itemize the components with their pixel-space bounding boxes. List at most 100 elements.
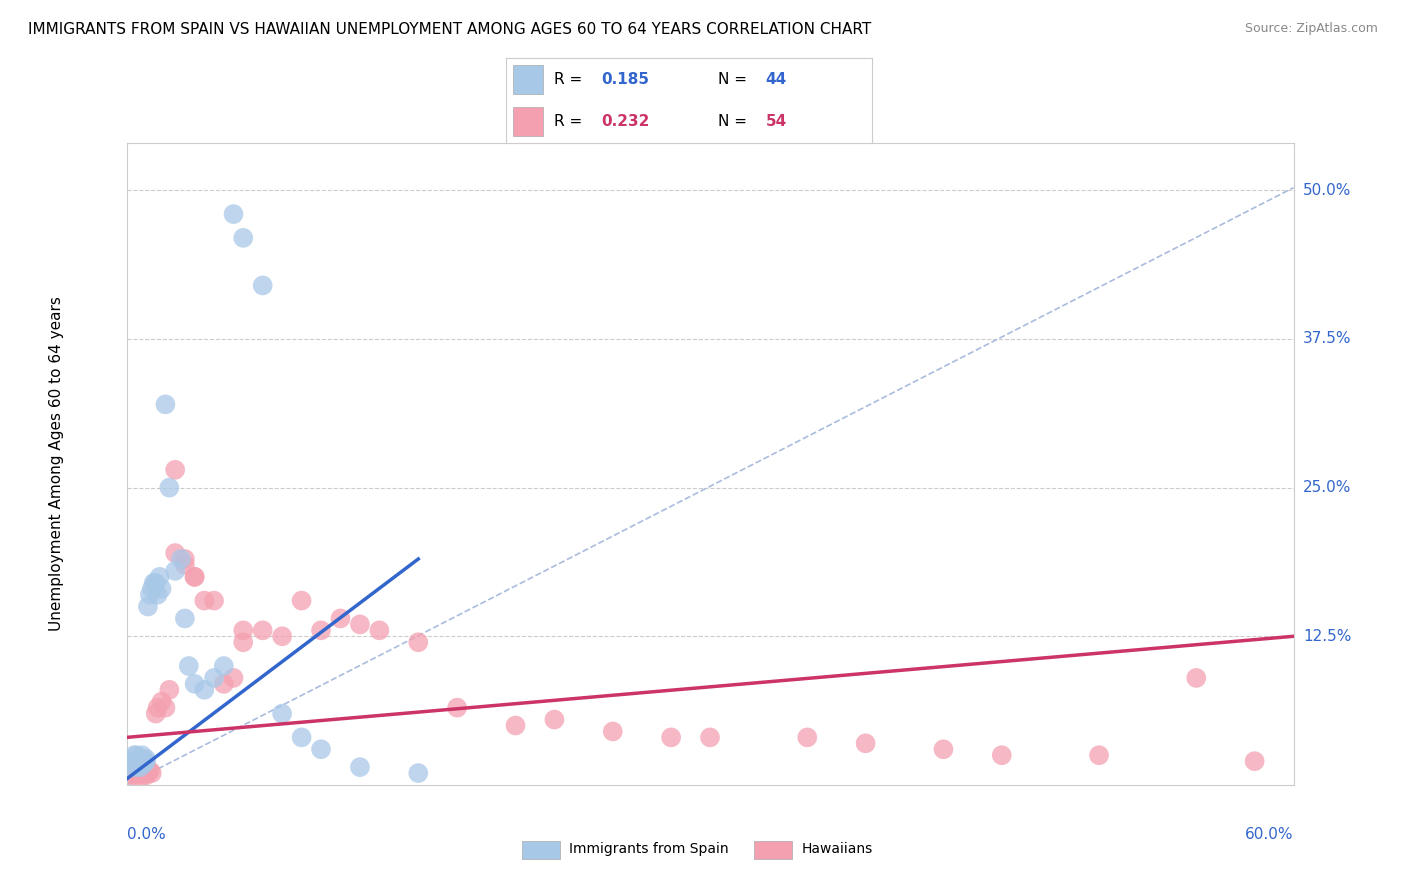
Point [329, 611, 352, 625]
Point [146, 588, 169, 602]
Point [120, 754, 142, 768]
Point [174, 611, 197, 625]
Point [932, 742, 955, 756]
Point [165, 546, 187, 560]
Point [129, 760, 152, 774]
Point [157, 682, 180, 697]
Point [309, 742, 332, 756]
Point [183, 570, 205, 584]
Point [120, 766, 142, 780]
Point [232, 635, 254, 649]
Point [446, 700, 468, 714]
Point [131, 748, 153, 763]
Point [202, 671, 225, 685]
Point [796, 731, 818, 745]
Point [252, 624, 274, 638]
Point [125, 760, 148, 774]
Point [127, 756, 149, 771]
Point [131, 764, 153, 778]
Text: 50.0%: 50.0% [1303, 183, 1351, 198]
Point [125, 764, 148, 778]
Point [212, 677, 235, 691]
Point [142, 575, 165, 590]
Point [141, 582, 163, 596]
Point [125, 768, 148, 782]
Point [177, 659, 200, 673]
Point [124, 748, 146, 763]
Point [222, 671, 245, 685]
Point [125, 748, 148, 763]
Point [202, 593, 225, 607]
Point [505, 718, 527, 732]
Text: Hawaiians: Hawaiians [801, 842, 873, 856]
Text: 54: 54 [766, 114, 787, 129]
Point [368, 624, 391, 638]
Point [543, 713, 565, 727]
Point [127, 760, 149, 774]
Point [121, 760, 143, 774]
Point [124, 756, 146, 771]
Point [193, 593, 215, 607]
Point [990, 748, 1012, 763]
Point [132, 756, 155, 771]
Point [135, 754, 157, 768]
Text: Immigrants from Spain: Immigrants from Spain [569, 842, 730, 856]
Point [157, 481, 180, 495]
Point [136, 599, 159, 614]
Point [121, 768, 143, 782]
Point [139, 764, 162, 778]
Point [290, 593, 312, 607]
Text: 0.0%: 0.0% [127, 827, 166, 841]
Point [135, 768, 157, 782]
Point [127, 766, 149, 780]
Text: Source: ZipAtlas.com: Source: ZipAtlas.com [1244, 22, 1378, 36]
Point [155, 700, 177, 714]
Point [1088, 748, 1111, 763]
Point [232, 624, 254, 638]
Point [602, 724, 624, 739]
Point [136, 766, 159, 780]
Text: 0.232: 0.232 [602, 114, 650, 129]
Text: 0.185: 0.185 [602, 71, 650, 87]
Point [124, 766, 146, 780]
Point [699, 731, 721, 745]
Point [183, 677, 205, 691]
Point [129, 766, 152, 780]
Point [145, 706, 167, 721]
Point [129, 752, 152, 766]
Point [139, 588, 162, 602]
Point [174, 552, 197, 566]
Point [150, 695, 173, 709]
Text: N =: N = [718, 71, 752, 87]
Text: 37.5%: 37.5% [1303, 332, 1351, 346]
Point [290, 731, 312, 745]
Point [121, 754, 143, 768]
Point [309, 624, 332, 638]
Point [212, 659, 235, 673]
Text: 44: 44 [766, 71, 787, 87]
Point [150, 582, 173, 596]
Point [145, 575, 167, 590]
Point [131, 768, 153, 782]
Point [659, 731, 682, 745]
Point [165, 463, 187, 477]
Point [1185, 671, 1208, 685]
Point [1243, 754, 1265, 768]
Text: 60.0%: 60.0% [1246, 827, 1294, 841]
Point [132, 766, 155, 780]
Point [855, 736, 877, 750]
Point [135, 760, 157, 774]
Point [222, 207, 245, 221]
Bar [755, 840, 793, 858]
Point [125, 754, 148, 768]
Point [155, 397, 177, 411]
Bar [523, 840, 561, 858]
Text: R =: R = [554, 71, 586, 87]
Point [127, 754, 149, 768]
Point [165, 564, 187, 578]
Text: 25.0%: 25.0% [1303, 480, 1351, 495]
Point [170, 552, 193, 566]
Point [132, 754, 155, 768]
Point [193, 682, 215, 697]
Point [131, 754, 153, 768]
